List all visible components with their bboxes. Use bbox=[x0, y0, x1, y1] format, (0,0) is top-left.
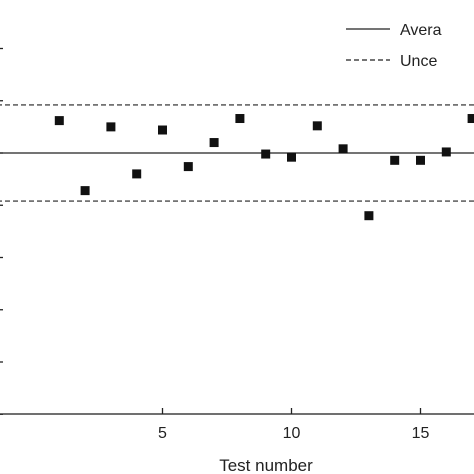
plot-frame bbox=[0, 413, 474, 415]
x-tick-label-5: 5 bbox=[158, 425, 167, 442]
x-tick-label-10: 10 bbox=[283, 425, 301, 442]
data-point-12 bbox=[338, 144, 348, 154]
plot-border bbox=[0, 413, 474, 415]
reference-lines bbox=[0, 104, 474, 202]
data-point-3 bbox=[106, 122, 116, 132]
data-point-14 bbox=[390, 155, 400, 165]
x-tick-label-15: 15 bbox=[412, 425, 430, 442]
data-points bbox=[54, 114, 474, 221]
data-point-10 bbox=[287, 152, 296, 162]
data-point-8 bbox=[235, 114, 245, 124]
data-point-16 bbox=[441, 147, 451, 157]
data-point-4 bbox=[132, 169, 142, 179]
data-point-7 bbox=[209, 138, 219, 148]
x-axis-label: Test number bbox=[219, 456, 313, 474]
data-point-13 bbox=[364, 211, 374, 221]
data-point-6 bbox=[183, 162, 193, 172]
data-point-2 bbox=[80, 186, 90, 196]
legend-uncertainty-label: Unce bbox=[400, 53, 437, 70]
data-point-17 bbox=[467, 114, 474, 124]
data-point-9 bbox=[261, 149, 271, 159]
x-axis-ticks: 5 10 15 bbox=[158, 408, 430, 442]
data-point-15 bbox=[416, 155, 425, 165]
y-axis-ticks bbox=[0, 47, 3, 415]
data-point-11 bbox=[312, 121, 322, 131]
data-point-1 bbox=[54, 116, 64, 126]
legend: Avera Unce bbox=[346, 22, 442, 70]
legend-average-label: Avera bbox=[400, 22, 442, 39]
data-point-5 bbox=[158, 125, 167, 135]
